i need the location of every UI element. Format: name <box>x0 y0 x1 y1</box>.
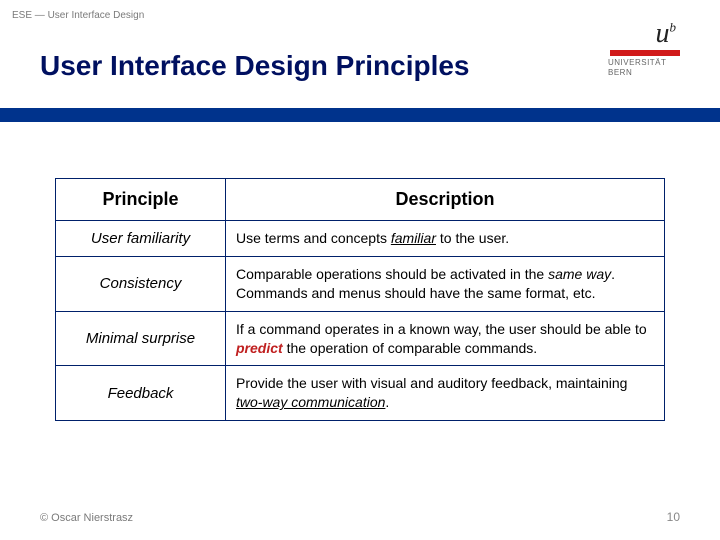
col-header-principle: Principle <box>56 179 226 221</box>
title-underline-bar <box>0 108 720 122</box>
page-title: User Interface Design Principles <box>40 50 470 82</box>
col-header-description: Description <box>226 179 665 221</box>
page-number: 10 <box>667 510 680 524</box>
principle-cell: Feedback <box>56 366 226 421</box>
table-row: Minimal surprise If a command operates i… <box>56 311 665 366</box>
description-cell: If a command operates in a known way, th… <box>226 311 665 366</box>
logo-mark: ub <box>580 20 680 48</box>
principles-table-wrap: Principle Description User familiarity U… <box>55 178 665 421</box>
university-logo: ub UNIVERSITÄT BERN <box>580 20 680 77</box>
description-cell: Use terms and concepts familiar to the u… <box>226 221 665 257</box>
logo-text-line2: BERN <box>580 68 680 78</box>
breadcrumb: ESE — User Interface Design <box>12 10 144 21</box>
logo-bar <box>610 50 680 56</box>
principles-table: Principle Description User familiarity U… <box>55 178 665 421</box>
table-row: Consistency Comparable operations should… <box>56 256 665 311</box>
slide: ESE — User Interface Design User Interfa… <box>0 0 720 540</box>
table-row: Feedback Provide the user with visual an… <box>56 366 665 421</box>
copyright: © Oscar Nierstrasz <box>40 512 133 524</box>
logo-text-line1: UNIVERSITÄT <box>580 58 680 68</box>
principle-cell: Consistency <box>56 256 226 311</box>
table-header-row: Principle Description <box>56 179 665 221</box>
table-row: User familiarity Use terms and concepts … <box>56 221 665 257</box>
principle-cell: Minimal surprise <box>56 311 226 366</box>
principle-cell: User familiarity <box>56 221 226 257</box>
description-cell: Provide the user with visual and auditor… <box>226 366 665 421</box>
description-cell: Comparable operations should be activate… <box>226 256 665 311</box>
